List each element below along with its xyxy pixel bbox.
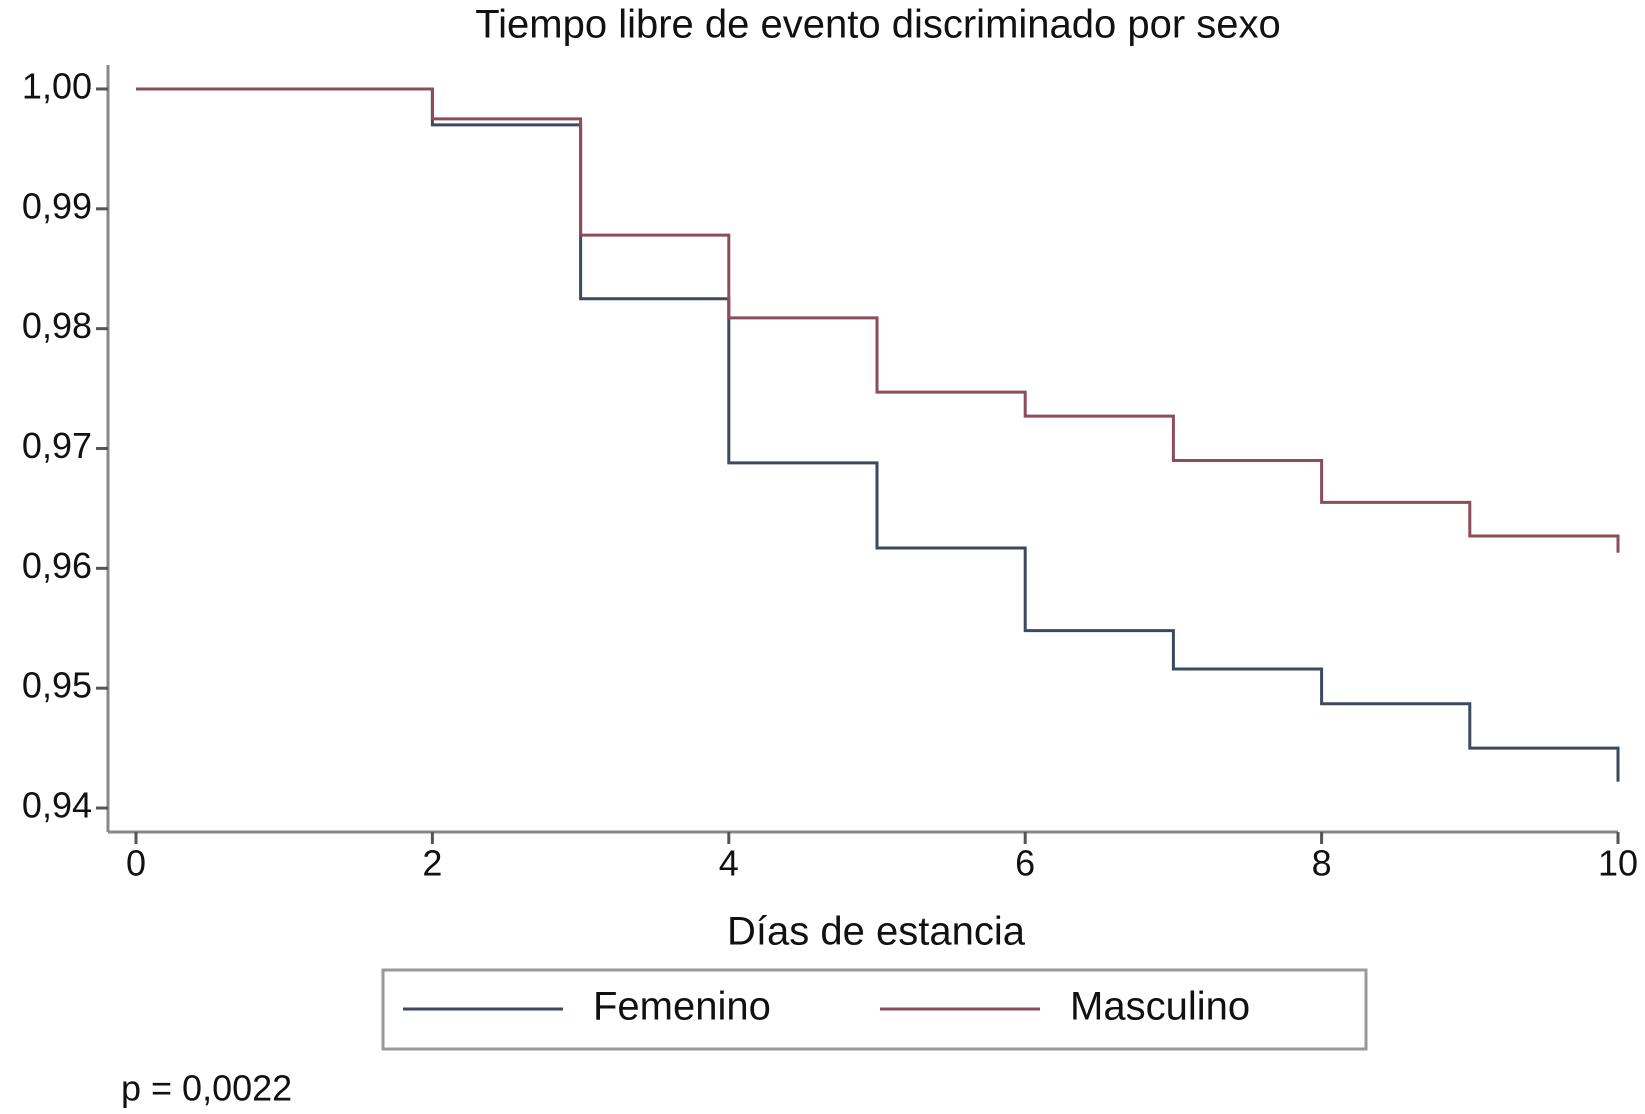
annotation: p = 0,0022	[121, 1068, 292, 1109]
legend-label: Masculino	[1070, 985, 1250, 1029]
legend-label: Femenino	[593, 985, 771, 1029]
x-tick-label: 10	[1598, 843, 1638, 884]
x-tick-label: 6	[1015, 843, 1035, 884]
y-tick-label: 0,94	[22, 785, 92, 826]
x-tick-label: 2	[422, 843, 442, 884]
legend-box	[381, 968, 1368, 1051]
survival-line	[136, 87, 1620, 553]
x-tick-label: 4	[719, 843, 739, 884]
x-tick-label: 0	[126, 843, 146, 884]
x-tick-label: 8	[1312, 843, 1332, 884]
x-axis-label: Días de estancia	[727, 910, 1026, 954]
y-tick-label: 0,96	[22, 545, 92, 586]
y-tick-label: 0,98	[22, 305, 92, 346]
y-tick-label: 0,97	[22, 425, 92, 466]
y-tick-label: 1,00	[22, 65, 92, 106]
survival-line	[136, 87, 1620, 782]
chart-title: Tiempo libre de evento discriminado por …	[475, 3, 1281, 47]
y-tick-label: 0,95	[22, 665, 92, 706]
y-tick-label: 0,99	[22, 185, 92, 226]
